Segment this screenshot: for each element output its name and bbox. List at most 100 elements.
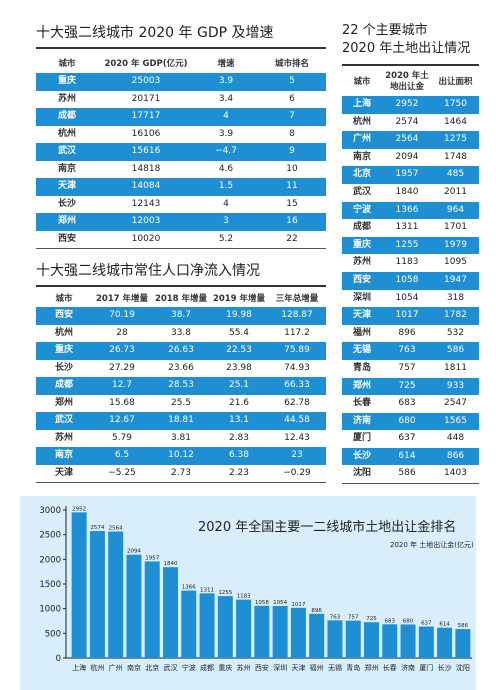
land-city-cell: 杭州 [352, 116, 371, 127]
land-row: 南京 2094 1748 [342, 149, 479, 167]
x-tick-label: 宁波 [182, 663, 196, 672]
bar-value-label: 586 [458, 623, 469, 629]
gdp-header: 城市排名 [274, 59, 309, 69]
population-value-cell: 23 [268, 447, 326, 465]
bar [181, 590, 197, 658]
x-tick-label: 无锡 [328, 663, 342, 672]
bar [144, 561, 160, 658]
land-value-cell: 318 [446, 292, 465, 303]
population-row: 苏州 5.79 3.81 2.83 12.43 [36, 430, 326, 448]
land-row: 杭州 2574 1464 [342, 114, 479, 132]
population-row: 重庆 26.73 26.63 22.53 75.89 [36, 342, 326, 360]
land-value-cell: 586 [432, 342, 479, 360]
bar-value-label: 2564 [109, 526, 123, 532]
bar-value-label: 1840 [164, 561, 178, 567]
population-value-cell: 12.67 [92, 412, 152, 430]
land-value-cell: 1095 [444, 257, 467, 268]
bar [437, 627, 453, 658]
land-value-cell: 1464 [444, 116, 467, 127]
bar-value-label: 757 [348, 615, 359, 621]
land-section: 22 个主要城市 2020 年土地出让情况 城市 2020 年土地出让金 出让面积 … [342, 22, 479, 485]
population-header: 三年总增量 [275, 294, 319, 304]
population-value-cell: 3.81 [170, 432, 192, 443]
bar [272, 606, 288, 658]
bar [254, 605, 270, 658]
land-header: 出让面积 [438, 76, 473, 87]
land-city-cell: 天津 [342, 307, 382, 325]
population-table: 城市 2017 年增量 2018 年增量 2019 年增量 三年总增量 西安 70.19 3… [36, 289, 326, 482]
bar-value-label: 2094 [127, 549, 141, 555]
x-tick-label: 济南 [401, 663, 415, 672]
land-row: 深圳 1054 318 [342, 290, 479, 308]
gdp-city-cell: 西安 [57, 233, 76, 244]
gdp-value-cell: 5.2 [218, 233, 234, 244]
land-row: 无锡 763 586 [342, 342, 479, 360]
land-value-cell: 1058 [382, 271, 432, 290]
population-row: 西安 70.19 38.7 19.98 128.87 [36, 307, 326, 325]
population-row: 成都 12.7 28.53 25.1 66.33 [36, 377, 326, 395]
bar-value-label: 1183 [237, 594, 251, 600]
bar-value-label: 1017 [291, 602, 305, 608]
gdp-row: 西安 10020 5.2 22 [36, 231, 326, 249]
gdp-value-cell: 22 [286, 233, 298, 244]
land-value-cell: 485 [432, 166, 479, 184]
gdp-value-cell: 16106 [131, 128, 161, 139]
population-value-cell: 62.78 [284, 397, 310, 408]
bar-value-label: 1957 [145, 555, 159, 561]
land-value-cell: 1782 [432, 307, 479, 325]
land-row: 苏州 1183 1095 [342, 254, 479, 272]
population-title: 十大强二线城市常住人口净流入情况 [36, 263, 260, 279]
land-value-cell: 2952 [382, 96, 432, 114]
population-value-cell: 18.81 [152, 412, 210, 430]
population-city-cell: 杭州 [54, 327, 73, 338]
population-value-cell: 28.53 [152, 377, 210, 395]
population-value-cell: 21.6 [228, 397, 250, 408]
land-title-rule [342, 64, 479, 66]
land-row: 武汉 1840 2011 [342, 184, 479, 202]
land-value-cell: 2547 [444, 398, 467, 409]
gdp-value-cell: 9 [258, 143, 326, 161]
land-value-cell: 2011 [444, 186, 467, 197]
gdp-value-cell: 10020 [131, 233, 161, 244]
population-city-cell: 长沙 [54, 362, 73, 373]
land-value-cell: 964 [432, 201, 479, 220]
population-value-cell: 2.23 [228, 467, 250, 478]
population-value-cell: 44.58 [268, 412, 326, 430]
land-city-cell: 重庆 [342, 236, 382, 255]
population-city-cell: 南京 [36, 447, 92, 465]
land-value-cell: 1811 [444, 362, 467, 373]
bar [418, 626, 434, 658]
population-value-cell: 12.43 [284, 432, 310, 443]
land-value-cell: 683 [398, 398, 416, 409]
land-city-cell: 西安 [342, 271, 382, 290]
gdp-value-cell: −4.7 [194, 143, 258, 161]
x-tick-label: 成都 [200, 663, 214, 672]
land-value-cell: 1017 [382, 307, 432, 325]
land-value-cell: 1565 [432, 412, 479, 431]
bar [71, 512, 87, 658]
land-value-cell: 1054 [395, 292, 419, 303]
bar-value-label: 725 [366, 616, 377, 622]
land-revenue-chart: 0 500 1000 1500 2000 2500 3000 2952 上海 2574 杭州 2564… [20, 496, 476, 690]
land-row: 北京 1957 485 [342, 166, 479, 184]
gdp-value-cell: 8 [289, 128, 295, 139]
population-value-cell: 74.93 [284, 362, 310, 373]
bar-value-label: 1054 [273, 600, 287, 606]
gdp-value-cell: 14084 [98, 178, 194, 196]
population-value-cell: 23.66 [168, 362, 194, 373]
gdp-value-cell: 12003 [98, 213, 194, 231]
land-city-cell: 沈阳 [352, 468, 371, 479]
gdp-city-cell: 杭州 [57, 128, 76, 139]
land-value-cell: 637 [398, 433, 416, 444]
land-row: 宁波 1366 964 [342, 201, 479, 220]
bar [126, 554, 142, 658]
land-row: 济南 680 1565 [342, 412, 479, 431]
x-tick-label: 杭州 [90, 663, 104, 672]
population-value-cell: 10.12 [152, 447, 210, 465]
gdp-header: 增速 [217, 59, 235, 69]
y-tick-label: 2500 [39, 531, 61, 541]
land-value-cell: 1840 [395, 186, 419, 197]
bar [199, 593, 215, 658]
gdp-value-cell: 15 [286, 198, 298, 209]
population-header: 2018 年增量 [154, 294, 208, 304]
